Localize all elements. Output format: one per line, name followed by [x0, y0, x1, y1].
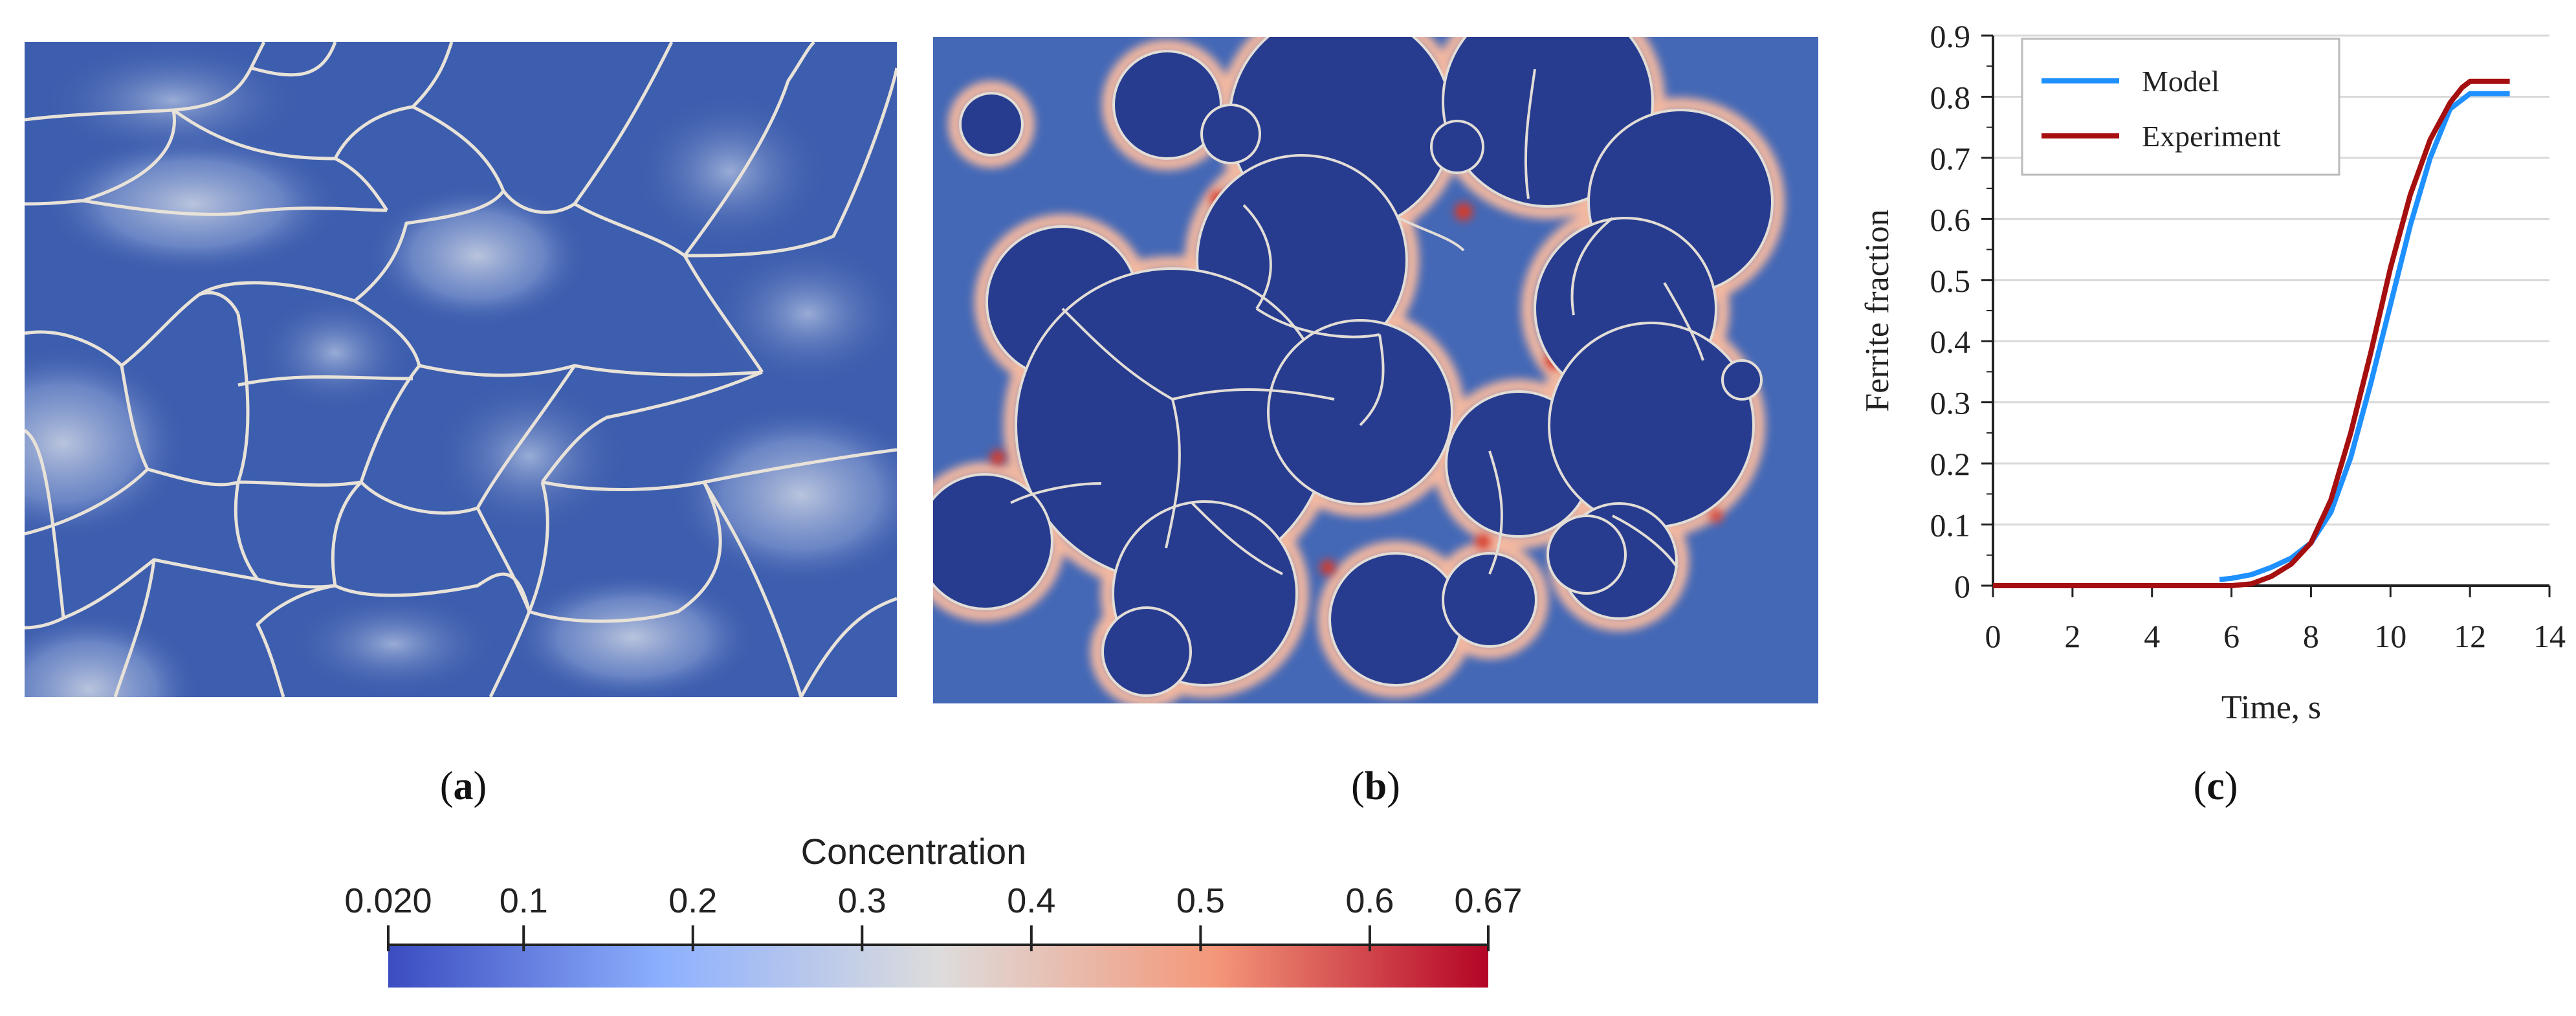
grain-boundaries: [25, 42, 897, 697]
colorbar-tick-label: 0.020: [344, 881, 432, 920]
legend-label: Model: [2142, 65, 2219, 98]
colorbar-ticks: 0.020 0.1 0.2 0.3 0.4 0.5 0.6 0.67: [344, 881, 1523, 951]
chart-legend: Model Experiment: [2021, 38, 2340, 176]
panel-b-microstructure: [933, 37, 1818, 703]
colorbar-tick-label: 0.4: [1007, 881, 1055, 920]
concentration-colorbar: Concentration 0.020 0.1 0.2 0.3 0.4 0.5 0.6 0.6…: [344, 831, 1523, 988]
x-tick-label: 4: [2144, 618, 2160, 654]
ferrite-grains: [933, 37, 1774, 697]
legend-label: Experiment: [2142, 120, 2281, 153]
ferrite-fraction-chart: 00.10.20.30.40.50.60.70.80.90 2 4 6 8 10 12 14 …: [1859, 18, 2566, 726]
x-tick-label: 12: [2454, 618, 2486, 654]
x-tick-label: 10: [2374, 618, 2406, 654]
y-axis-label: Ferrite fraction: [1859, 209, 1896, 412]
y-tick-label: 0.7: [1930, 140, 1971, 177]
colorbar-tick-label: 0.6: [1345, 881, 1394, 920]
y-tick-label: 0.4: [1930, 324, 1971, 360]
caption-c: (c): [2193, 764, 2238, 808]
colorbar-tick-label: 0.5: [1176, 881, 1225, 920]
caption-a: (a): [439, 764, 487, 808]
y-tick-label: 0.2: [1930, 446, 1971, 482]
panel-a-image: [25, 42, 897, 697]
series-line-experiment: [1993, 78, 2510, 588]
caption-b: (b): [1351, 764, 1400, 808]
panel-b-image: [933, 37, 1818, 703]
y-tick-label: 0.5: [1930, 263, 1971, 299]
y-tick-label: 0: [1954, 568, 1970, 604]
colorbar-tick-label: 0.1: [500, 881, 548, 920]
x-tick-label: 6: [2223, 618, 2240, 654]
y-tick-label: 0.3: [1930, 385, 1971, 421]
x-tick-label: 2: [2064, 618, 2080, 654]
x-axis-label: Time, s: [2221, 689, 2321, 726]
series-line-model: [2219, 91, 2510, 582]
y-tick-label: 0.9: [1930, 18, 1971, 54]
panel-a-microstructure: [25, 42, 897, 697]
chart-series: [1993, 78, 2510, 588]
internal-boundaries: [1010, 69, 1704, 575]
y-tick-label: 0.8: [1930, 79, 1971, 115]
colorbar-gradient: [388, 945, 1488, 988]
colorbar-tick-label: 0.2: [668, 881, 717, 920]
x-tick-label: 8: [2303, 618, 2319, 654]
colorbar-tick-label: 0.3: [838, 881, 886, 920]
y-tick-label: 0.6: [1930, 201, 1971, 237]
colorbar-tick-label: 0.67: [1454, 881, 1522, 920]
y-tick-label: 0.1: [1930, 507, 1971, 544]
x-tick-label: 0: [1985, 618, 2001, 654]
x-tick-label: 14: [2533, 618, 2566, 654]
legend-box: [2021, 38, 2340, 176]
colorbar-title: Concentration: [801, 831, 1027, 872]
